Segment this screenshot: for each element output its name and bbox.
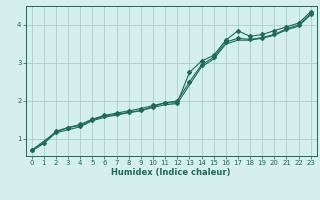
X-axis label: Humidex (Indice chaleur): Humidex (Indice chaleur)	[111, 168, 231, 177]
